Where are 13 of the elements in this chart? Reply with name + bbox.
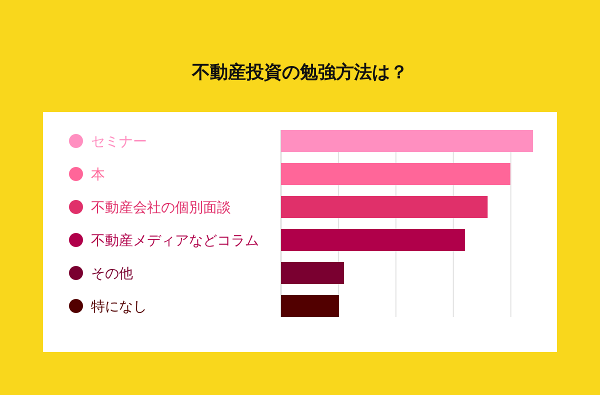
y-tick-label: セミナー [91,134,147,150]
bar [281,229,465,251]
bar [281,163,510,185]
bar [281,196,488,218]
y-tick-label: 不動産メディアなどコラム [91,233,259,249]
y-tick-label: 不動産会社の個別面談 [91,200,231,216]
y-tick-label: 本 [91,167,105,183]
bar [281,295,339,317]
y-tick-label: 特になし [91,299,147,315]
chart-title: 不動産投資の勉強方法は？ [191,62,408,83]
bar [281,130,533,152]
y-tick-label: その他 [91,266,133,282]
bar [281,262,344,284]
